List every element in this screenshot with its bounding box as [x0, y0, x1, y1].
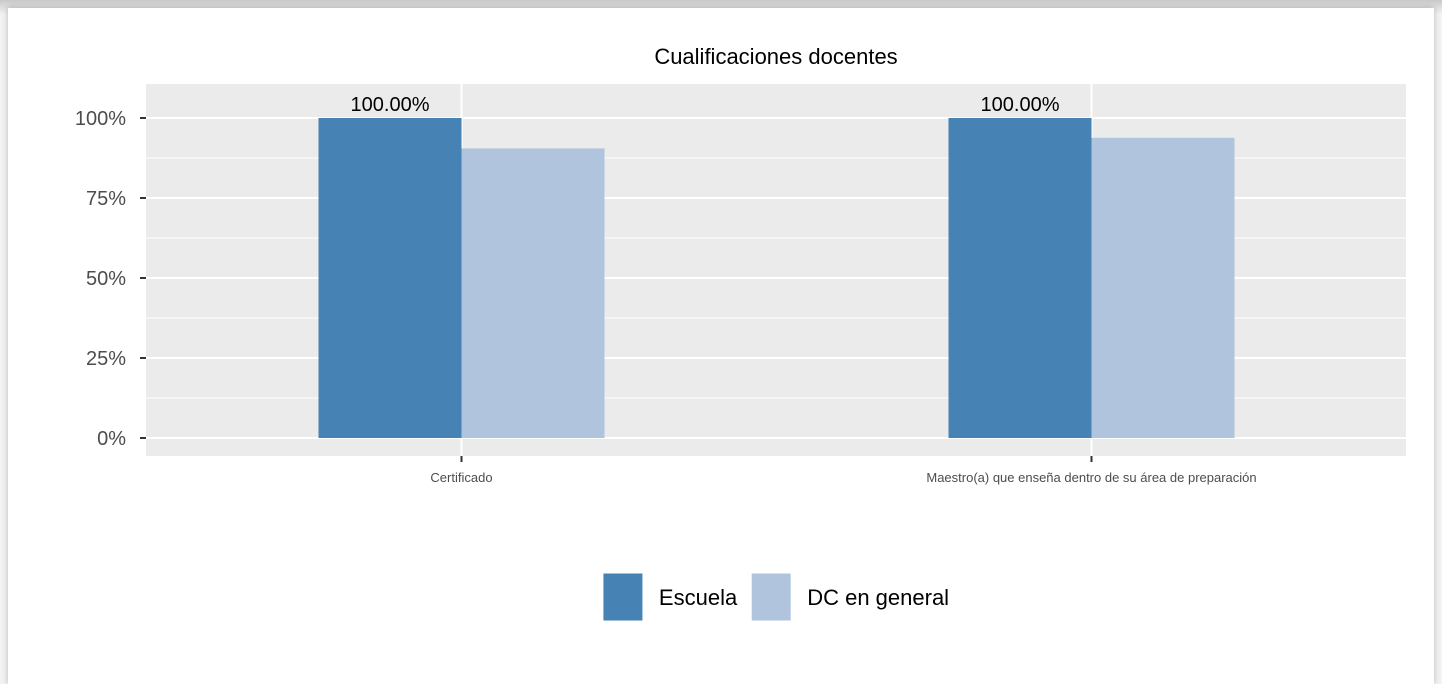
x-axis: Certificado Maestro(a) que enseña dentro …	[430, 456, 1257, 485]
data-labels: 100.00% 100.00%	[351, 94, 1060, 116]
bar	[318, 118, 462, 438]
y-tick-label: 25%	[86, 348, 126, 370]
bars	[318, 118, 1235, 438]
legend: Escuela DC en general	[602, 572, 949, 622]
y-tick-label: 50%	[86, 268, 126, 290]
legend-key	[750, 572, 792, 622]
y-tick-label: 75%	[86, 188, 126, 210]
legend-label: DC en general	[807, 585, 949, 610]
chart-title: Cualificaciones docentes	[654, 44, 897, 69]
legend-key	[602, 572, 644, 622]
x-tick-label: Maestro(a) que enseña dentro de su área …	[926, 470, 1256, 485]
data-label: 100.00%	[351, 94, 430, 116]
y-axis: 0% 25% 50% 75% 100%	[75, 108, 146, 450]
x-tick-label: Certificado	[430, 470, 492, 485]
legend-label: Escuela	[659, 585, 738, 610]
bar	[948, 118, 1092, 438]
y-tick-label: 0%	[97, 428, 126, 450]
y-tick-label: 100%	[75, 108, 126, 130]
bar	[1091, 137, 1235, 438]
data-label: 100.00%	[981, 94, 1060, 116]
bar	[461, 148, 605, 438]
